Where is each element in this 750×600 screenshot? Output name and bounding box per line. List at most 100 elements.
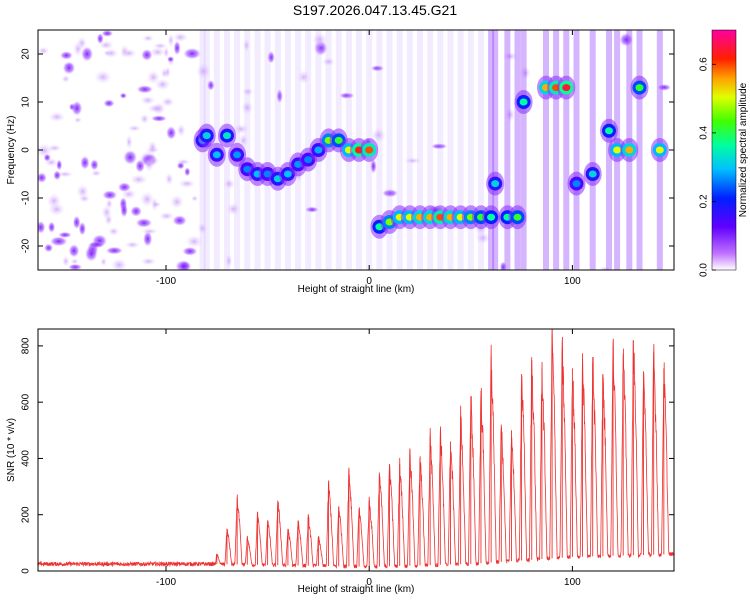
noise-blob: [38, 172, 47, 183]
noise-blob: [140, 95, 156, 106]
x-tick-label: 100: [564, 577, 581, 588]
noise-blob: [49, 236, 68, 247]
noise-blob: [161, 96, 175, 107]
noise-blob: [151, 201, 162, 208]
noise-blob: [172, 32, 189, 43]
figure-title: S197.2026.047.13.45.G21: [293, 2, 457, 18]
noise-blob: [499, 261, 507, 270]
streak: [589, 30, 596, 270]
noise-blob: [47, 202, 66, 216]
track-core: [513, 213, 522, 221]
y-tick-label: 600: [21, 393, 32, 410]
noise-blob: [56, 159, 63, 171]
noise-blob: [339, 92, 355, 99]
noise-blob: [403, 157, 422, 165]
y-tick-label: 0: [21, 147, 32, 153]
noise-blob: [599, 266, 611, 270]
spectrogram-y-ticks: -20 -10 0 10 20: [21, 48, 674, 253]
noise-blob: [149, 47, 166, 58]
streak: [492, 30, 499, 270]
noise-blob: [182, 246, 198, 256]
colorbar-tick-label: 0.0: [699, 263, 710, 277]
noise-blob: [104, 48, 119, 59]
spectrogram-track-layer: [193, 75, 669, 239]
noise-blob: [657, 84, 672, 91]
noise-blob: [101, 205, 112, 220]
noise-blob: [147, 140, 158, 154]
noise-blob: [370, 65, 385, 72]
track-core: [202, 132, 211, 140]
y-tick-label: 200: [21, 506, 32, 523]
noise-blob: [430, 143, 448, 150]
spectrogram-x-ticks: -100 0 100: [156, 30, 581, 287]
noise-blob: [90, 159, 99, 171]
x-tick-label: 0: [366, 577, 372, 588]
noise-blob: [108, 226, 120, 236]
noise-blob: [110, 258, 128, 270]
track-core: [314, 146, 323, 154]
streak: [244, 30, 251, 270]
y-tick-label: -20: [21, 238, 32, 253]
streak: [504, 30, 511, 270]
noise-blob: [143, 231, 153, 247]
noise-blob: [207, 79, 215, 91]
noise-blob: [101, 30, 114, 37]
noise-blob: [142, 34, 155, 42]
y-tick-label: 20: [21, 48, 32, 60]
streak: [543, 30, 549, 270]
streak: [636, 30, 643, 270]
noise-blob: [72, 215, 81, 230]
noise-blob: [80, 155, 90, 170]
noise-blob: [123, 149, 138, 165]
colorbar: 0.0 0.2 0.4 0.6 Normalized spectral amplitu…: [699, 29, 749, 277]
noise-blob: [102, 190, 118, 200]
streak: [457, 30, 464, 270]
streak: [417, 30, 423, 270]
noise-blob: [276, 88, 283, 104]
colorbar-label: Normalized spectral amplitude: [738, 82, 749, 217]
noise-blob: [59, 51, 73, 60]
streak: [406, 30, 413, 270]
noise-blob: [144, 158, 154, 172]
noise-blob: [267, 50, 275, 64]
streak: [573, 30, 580, 270]
noise-blob: [321, 57, 336, 66]
noise-blob: [167, 33, 175, 48]
y-tick-label: 10: [21, 96, 32, 108]
noise-blob: [61, 74, 71, 83]
noise-blob: [136, 85, 154, 94]
noise-blob: [121, 188, 137, 200]
noise-blob: [68, 263, 83, 270]
noise-blob: [38, 46, 50, 55]
y-tick-label: 0: [21, 568, 32, 574]
streak: [467, 30, 474, 270]
noise-blob: [371, 127, 386, 143]
noise-blob: [154, 78, 171, 91]
noise-blob: [47, 144, 62, 152]
noise-blob: [103, 99, 115, 108]
noise-blob: [183, 47, 202, 60]
noise-blob: [78, 221, 87, 236]
noise-blob: [119, 92, 127, 99]
track-core: [635, 84, 644, 92]
track-core: [562, 84, 571, 92]
streak: [514, 30, 521, 270]
noise-blob: [370, 158, 377, 174]
noise-blob: [130, 205, 143, 217]
noise-blob: [152, 42, 168, 50]
x-tick-label: 0: [366, 276, 372, 287]
noise-blob: [62, 255, 70, 267]
spectrogram-x-label: Height of straight line (km): [298, 284, 415, 295]
streak: [254, 30, 261, 270]
noise-blob: [100, 257, 108, 267]
noise-blob: [147, 103, 165, 114]
noise-blob: [43, 153, 51, 162]
track-core: [365, 146, 374, 154]
noise-blob: [53, 170, 61, 181]
streak: [264, 30, 271, 270]
snr-x-label: Height of straight line (km): [298, 584, 415, 595]
track-core: [304, 156, 313, 164]
noise-blob: [233, 124, 249, 135]
noise-blob: [139, 191, 155, 208]
